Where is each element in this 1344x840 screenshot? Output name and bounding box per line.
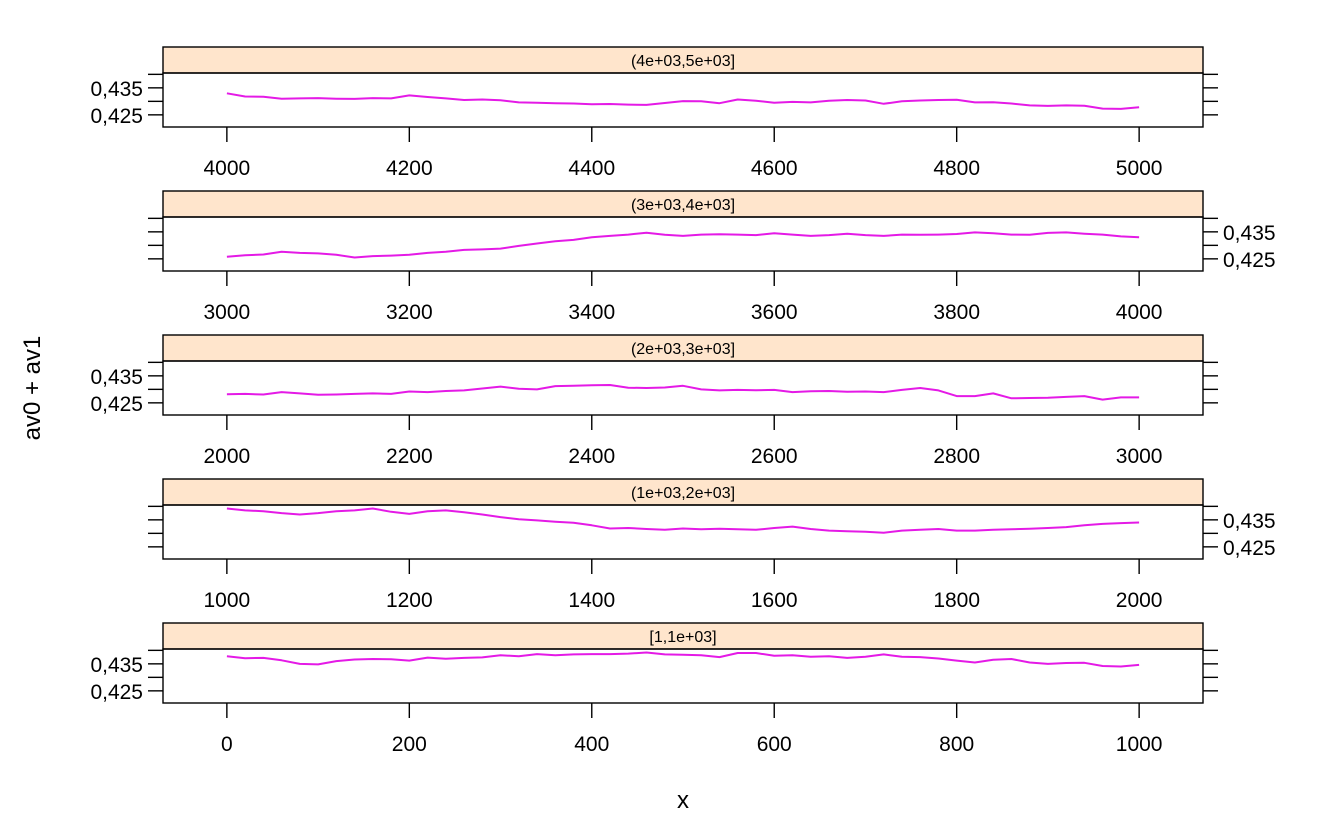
- panel-strip: [162, 46, 1204, 74]
- panel-strip: [162, 622, 1204, 650]
- y-tick-label: 0,425: [1223, 537, 1276, 560]
- y-tick-label: 0,435: [90, 654, 143, 677]
- y-tick-label: 0,435: [90, 366, 143, 389]
- panel-box: [162, 360, 1204, 416]
- panel-strip-label: (2e+03,3e+03]: [631, 341, 735, 358]
- x-tick-label: 3400: [568, 301, 615, 324]
- x-tick-label: 2800: [933, 445, 980, 468]
- x-tick-label: 4200: [386, 157, 433, 180]
- x-tick-label: 4000: [204, 157, 251, 180]
- y-tick-label: 0,425: [90, 105, 143, 128]
- series-line: [226, 651, 1140, 668]
- y-tick-label: 0,425: [90, 393, 143, 416]
- series-line: [226, 507, 1140, 534]
- x-tick-label: 1400: [568, 589, 615, 612]
- x-tick-label: 1000: [1116, 733, 1163, 756]
- x-tick-label: 1000: [204, 589, 251, 612]
- x-tick-label: 2000: [1116, 589, 1163, 612]
- y-tick-label: 0,435: [1223, 222, 1276, 245]
- x-tick-label: 800: [939, 733, 974, 756]
- panel: (3e+03,4e+03] 0,425 0,435 3000 3200 3400 3600 3…: [148, 190, 1276, 324]
- x-tick-label: 2600: [751, 445, 798, 468]
- panel: (1e+03,2e+03] 0,425 0,435 1000 1200 1400 1600 1…: [148, 478, 1276, 612]
- x-tick-label: 4800: [933, 157, 980, 180]
- x-tick-label: 3800: [933, 301, 980, 324]
- y-tick-label: 0,425: [90, 681, 143, 704]
- x-tick-label: 400: [574, 733, 609, 756]
- panel-strip-label: (1e+03,2e+03]: [631, 485, 735, 502]
- x-tick-label: 4400: [568, 157, 615, 180]
- x-tick-label: 3000: [1116, 445, 1163, 468]
- panel-box: [162, 72, 1204, 128]
- x-tick-label: 3200: [386, 301, 433, 324]
- x-tick-label: 600: [757, 733, 792, 756]
- x-tick-label: 4000: [1116, 301, 1163, 324]
- series-line: [226, 384, 1140, 401]
- panel-strip-label: (4e+03,5e+03]: [631, 53, 735, 70]
- panel-strip-label: (3e+03,4e+03]: [631, 197, 735, 214]
- panel: (4e+03,5e+03] 0,425 0,435 4000 4200 4400 4600 4…: [90, 46, 1218, 180]
- series-line: [226, 231, 1140, 259]
- y-tick-label: 0,435: [1223, 510, 1276, 533]
- panel-box: [162, 648, 1204, 704]
- x-tick-label: 3600: [751, 301, 798, 324]
- x-tick-label: 200: [392, 733, 427, 756]
- x-tick-label: 2200: [386, 445, 433, 468]
- x-tick-label: 1800: [933, 589, 980, 612]
- x-axis-title: x: [677, 787, 689, 814]
- panel: (2e+03,3e+03] 0,425 0,435 2000 2200 2400 2600 2…: [90, 334, 1218, 468]
- panel: [1,1e+03] 0,425 0,435 0 200 400 600 800 1000: [90, 622, 1218, 756]
- x-tick-label: 0: [221, 733, 233, 756]
- x-tick-label: 2400: [568, 445, 615, 468]
- x-tick-label: 1600: [751, 589, 798, 612]
- y-tick-label: 0,435: [90, 78, 143, 101]
- panel-box: [162, 504, 1204, 560]
- x-tick-label: 5000: [1116, 157, 1163, 180]
- series-line: [226, 92, 1140, 110]
- x-tick-label: 4600: [751, 157, 798, 180]
- x-tick-label: 3000: [204, 301, 251, 324]
- y-axis-title: av0 + av1: [19, 336, 46, 441]
- x-tick-label: 2000: [204, 445, 251, 468]
- panel-strip: [162, 190, 1204, 218]
- y-tick-label: 0,425: [1223, 249, 1276, 272]
- panel-strip-label: [1,1e+03]: [649, 629, 716, 646]
- panel-strip: [162, 478, 1204, 506]
- panel-box: [162, 216, 1204, 272]
- x-tick-label: 1200: [386, 589, 433, 612]
